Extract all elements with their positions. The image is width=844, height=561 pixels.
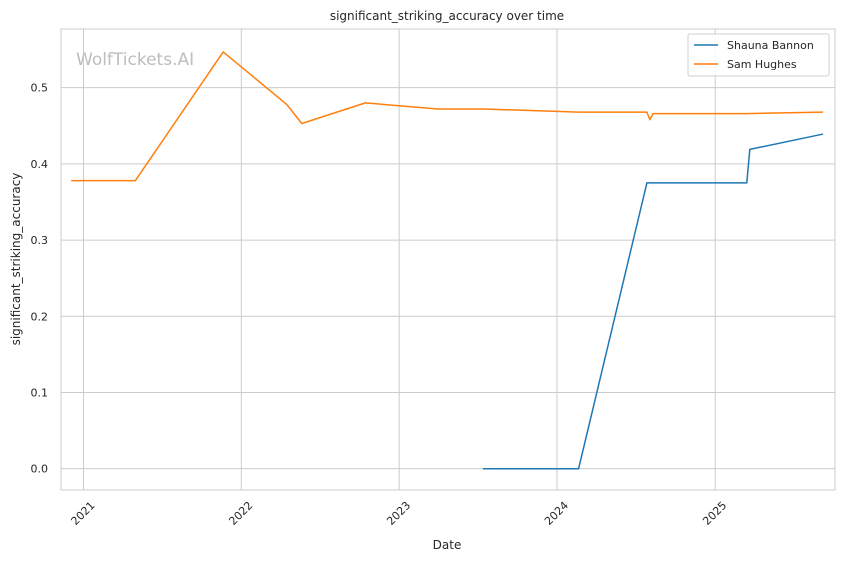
series-line-shauna-bannon	[482, 133, 824, 470]
x-tick-label: 2024	[542, 499, 571, 528]
x-axis-label: Date	[433, 538, 462, 552]
y-tick-label: 0.5	[31, 82, 49, 95]
legend-label: Shauna Bannon	[727, 39, 814, 52]
y-tick-label: 0.3	[31, 234, 49, 247]
y-tick-labels: 0.0 0.1 0.2 0.3 0.4 0.5	[31, 82, 49, 476]
x-tick-label: 2023	[384, 499, 413, 528]
y-axis-label: significant_striking_accuracy	[9, 173, 23, 346]
x-tick-label: 2022	[226, 499, 255, 528]
series-line-sam-hughes	[71, 51, 824, 182]
x-tick-label: 2025	[700, 499, 729, 528]
series-lines	[71, 51, 824, 470]
watermark: WolfTickets.AI	[76, 50, 194, 70]
chart-title: significant_striking_accuracy over time	[330, 9, 564, 23]
legend-box	[687, 33, 830, 77]
legend: Shauna Bannon Sam Hughes	[687, 33, 830, 77]
y-tick-label: 0.0	[31, 463, 49, 476]
plot-frame	[60, 28, 836, 491]
y-gridlines	[61, 87, 835, 470]
y-tick-label: 0.2	[31, 310, 49, 323]
y-tick-label: 0.4	[31, 158, 49, 171]
x-tick-label: 2021	[69, 499, 98, 528]
x-tick-labels: 2021 2022 2023 2024 2025	[69, 499, 730, 528]
legend-label: Sam Hughes	[727, 58, 797, 71]
y-tick-label: 0.1	[31, 386, 49, 399]
x-gridlines	[82, 29, 716, 490]
